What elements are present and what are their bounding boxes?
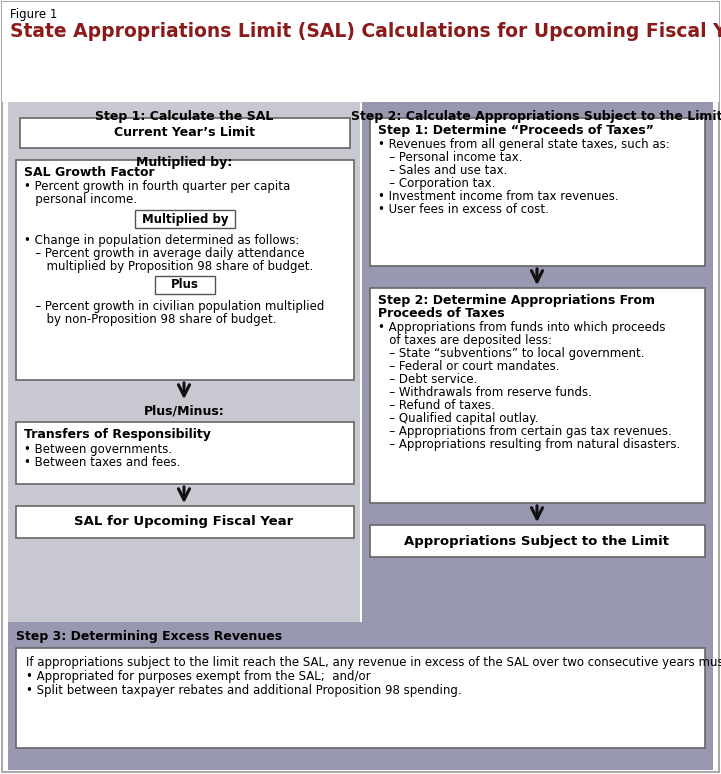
Text: – Appropriations resulting from natural disasters.: – Appropriations resulting from natural … [378,438,680,451]
Text: • Appropriated for purposes exempt from the SAL;  and/or: • Appropriated for purposes exempt from … [26,670,371,683]
Text: – Corporation tax.: – Corporation tax. [378,177,495,190]
Text: SAL Growth Factor: SAL Growth Factor [24,166,154,179]
Text: – Appropriations from certain gas tax revenues.: – Appropriations from certain gas tax re… [378,425,672,438]
Text: If appropriations subject to the limit reach the SAL, any revenue in excess of t: If appropriations subject to the limit r… [26,656,721,669]
FancyBboxPatch shape [20,118,350,148]
FancyBboxPatch shape [362,102,713,622]
Text: Step 1: Determine “Proceeds of Taxes”: Step 1: Determine “Proceeds of Taxes” [378,124,654,137]
Text: of taxes are deposited less:: of taxes are deposited less: [378,334,552,347]
Text: – Withdrawals from reserve funds.: – Withdrawals from reserve funds. [378,386,592,399]
Text: State Appropriations Limit (SAL) Calculations for Upcoming Fiscal Year: State Appropriations Limit (SAL) Calcula… [10,22,721,41]
Text: • Revenues from all general state taxes, such as:: • Revenues from all general state taxes,… [378,138,670,151]
Text: Appropriations Subject to the Limit: Appropriations Subject to the Limit [404,535,670,547]
Text: • Change in population determined as follows:: • Change in population determined as fol… [24,234,299,247]
FancyBboxPatch shape [8,102,360,622]
Text: – Percent growth in civilian population multiplied: – Percent growth in civilian population … [24,300,324,313]
Text: – State “subventions” to local government.: – State “subventions” to local governmen… [378,347,645,360]
Text: by non-Proposition 98 share of budget.: by non-Proposition 98 share of budget. [24,313,276,326]
Text: – Sales and use tax.: – Sales and use tax. [378,164,508,177]
Text: Plus: Plus [171,279,199,292]
Text: Transfers of Responsibility: Transfers of Responsibility [24,428,211,441]
Text: • Investment income from tax revenues.: • Investment income from tax revenues. [378,190,619,203]
Text: Multiplied by: Multiplied by [142,213,229,225]
Text: multiplied by Proposition 98 share of budget.: multiplied by Proposition 98 share of bu… [24,260,313,273]
Text: Step 2: Calculate Appropriations Subject to the Limit: Step 2: Calculate Appropriations Subject… [351,110,721,123]
Text: • Between taxes and fees.: • Between taxes and fees. [24,456,180,469]
FancyBboxPatch shape [370,525,705,557]
Text: Step 2: Determine Appropriations From: Step 2: Determine Appropriations From [378,294,655,307]
FancyBboxPatch shape [16,648,705,748]
Text: • User fees in excess of cost.: • User fees in excess of cost. [378,203,549,216]
FancyBboxPatch shape [370,288,705,503]
Text: • Split between taxpayer rebates and additional Proposition 98 spending.: • Split between taxpayer rebates and add… [26,684,461,697]
Text: – Qualified capital outlay.: – Qualified capital outlay. [378,412,539,425]
Text: Plus/Minus:: Plus/Minus: [143,405,224,418]
Text: SAL for Upcoming Fiscal Year: SAL for Upcoming Fiscal Year [74,515,293,529]
Text: personal income.: personal income. [24,193,137,206]
Text: – Debt service.: – Debt service. [378,373,477,386]
Text: • Between governments.: • Between governments. [24,443,172,456]
FancyBboxPatch shape [155,276,215,294]
Text: – Federal or court mandates.: – Federal or court mandates. [378,360,559,373]
Text: – Personal income tax.: – Personal income tax. [378,151,523,164]
Text: Figure 1: Figure 1 [10,8,58,21]
FancyBboxPatch shape [16,506,354,538]
FancyBboxPatch shape [16,160,354,380]
Text: – Refund of taxes.: – Refund of taxes. [378,399,495,412]
Text: • Percent growth in fourth quarter per capita: • Percent growth in fourth quarter per c… [24,180,291,193]
FancyBboxPatch shape [2,2,719,102]
Text: Multiplied by:: Multiplied by: [136,156,232,169]
Text: Proceeds of Taxes: Proceeds of Taxes [378,307,505,320]
FancyBboxPatch shape [135,210,235,228]
FancyBboxPatch shape [16,422,354,484]
Text: • Appropriations from funds into which proceeds: • Appropriations from funds into which p… [378,321,665,334]
Text: Step 1: Calculate the SAL: Step 1: Calculate the SAL [95,110,273,123]
Text: Step 3: Determining Excess Revenues: Step 3: Determining Excess Revenues [16,630,282,643]
FancyBboxPatch shape [370,118,705,266]
Text: Current Year’s Limit: Current Year’s Limit [113,126,255,139]
Text: – Percent growth in average daily attendance: – Percent growth in average daily attend… [24,247,305,260]
FancyBboxPatch shape [8,622,713,770]
